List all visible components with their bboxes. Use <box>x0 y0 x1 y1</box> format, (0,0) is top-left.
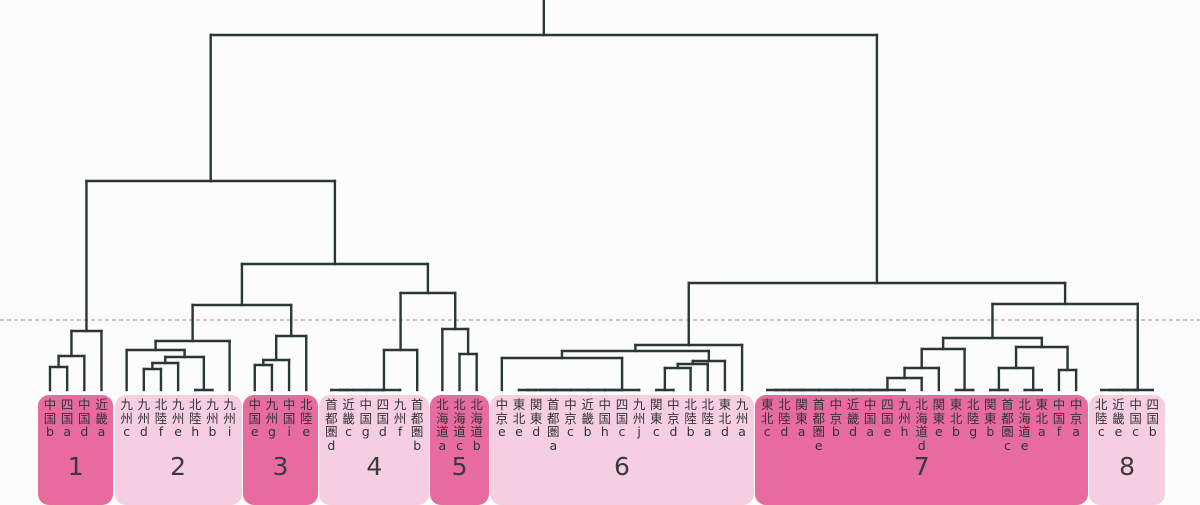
leaf-label: 九州i <box>223 397 236 439</box>
cluster-number: 1 <box>67 452 84 481</box>
leaf-label: 北陸f <box>154 397 168 439</box>
leaf-label: 九州c <box>120 397 133 439</box>
leaf-label: 北陸e <box>299 397 313 439</box>
leaf-label: 近畿b <box>581 397 594 439</box>
leaf-label: 東北a <box>1035 397 1049 439</box>
leaf-label: 九州g <box>265 397 279 439</box>
leaf-label: 四国a <box>60 397 74 439</box>
cluster-number: 4 <box>366 452 383 481</box>
cluster-number: 8 <box>1119 452 1135 481</box>
leaf-label: 関東b <box>984 397 997 439</box>
leaf-label: 中国g <box>359 397 372 439</box>
leaf-label: 関東e <box>932 397 946 439</box>
leaf-label: 北陸h <box>189 397 202 439</box>
leaf-label: 北陸d <box>778 397 791 439</box>
leaf-label: 首都圏c <box>1001 397 1014 453</box>
leaf-label: 四国d <box>376 397 390 439</box>
cluster-number: 2 <box>170 452 187 481</box>
leaf-label: 九州j <box>632 397 646 439</box>
leaf-label: 北海道b <box>470 397 483 453</box>
leaf-label: 中国b <box>43 397 57 439</box>
leaf-label: 中京d <box>667 397 680 439</box>
leaf-label: 中国e <box>248 397 261 439</box>
cluster-number: 6 <box>614 452 630 481</box>
cluster-number: 3 <box>272 452 289 481</box>
leaf-label: 中京a <box>1069 397 1083 439</box>
leaf-label: 北海道e <box>1018 397 1031 453</box>
leaf-label: 九州e <box>171 397 185 439</box>
leaf-label: 東北d <box>718 397 732 439</box>
leaf-label: 近畿e <box>1112 397 1125 439</box>
leaf-label: 北海道a <box>436 397 449 453</box>
leaf-label: 中京e <box>495 397 509 439</box>
leaf-label: 北陸g <box>966 397 980 439</box>
leaf-label: 中国f <box>1052 397 1066 439</box>
leaf-label: 中京b <box>829 397 843 439</box>
leaf-label: 四国b <box>1146 397 1159 439</box>
leaf-label: 北海道d <box>915 397 928 453</box>
leaf-label: 首都圏a <box>547 397 560 453</box>
leaf-label: 中京c <box>564 397 577 439</box>
leaf-label: 東北c <box>760 397 774 439</box>
leaf-label: 九州b <box>206 397 219 439</box>
leaf-label: 中国h <box>598 397 612 439</box>
leaf-label: 北陸b <box>684 397 697 439</box>
leaf-label: 関東d <box>529 397 543 439</box>
leaf-label: 近畿c <box>342 397 355 439</box>
leaf-label: 東北b <box>949 397 963 439</box>
leaf-label: 中国a <box>863 397 877 439</box>
leaf-label: 首都圏e <box>812 397 825 453</box>
leaf-label: 近畿d <box>846 397 860 439</box>
leaf-label: 九州d <box>137 397 151 439</box>
leaf-label: 北海道c <box>453 397 466 453</box>
leaf-label: 四国c <box>615 397 629 439</box>
leaf-label: 首都圏b <box>410 397 424 453</box>
cluster-number: 5 <box>451 452 468 481</box>
dendrogram <box>0 0 1200 392</box>
leaf-label: 中国i <box>282 397 296 439</box>
leaf-label: 東北e <box>512 397 526 439</box>
leaf-label: 首都圏d <box>325 397 338 453</box>
cluster-number: 7 <box>913 452 930 481</box>
leaf-label: 九州f <box>393 397 407 439</box>
leaf-label: 中国c <box>1129 397 1142 439</box>
leaf-label: 九州a <box>735 397 749 439</box>
leaf-label: 北陸c <box>1095 397 1108 439</box>
leaf-label: 関東c <box>650 397 663 439</box>
leaf-label: 四国e <box>881 397 894 439</box>
leaf-label: 近畿a <box>95 397 108 439</box>
leaf-label: 北陸a <box>701 397 714 439</box>
leaf-label: 関東a <box>795 397 808 439</box>
leaf-label: 九州h <box>898 397 911 439</box>
leaf-label: 中国d <box>78 397 91 439</box>
